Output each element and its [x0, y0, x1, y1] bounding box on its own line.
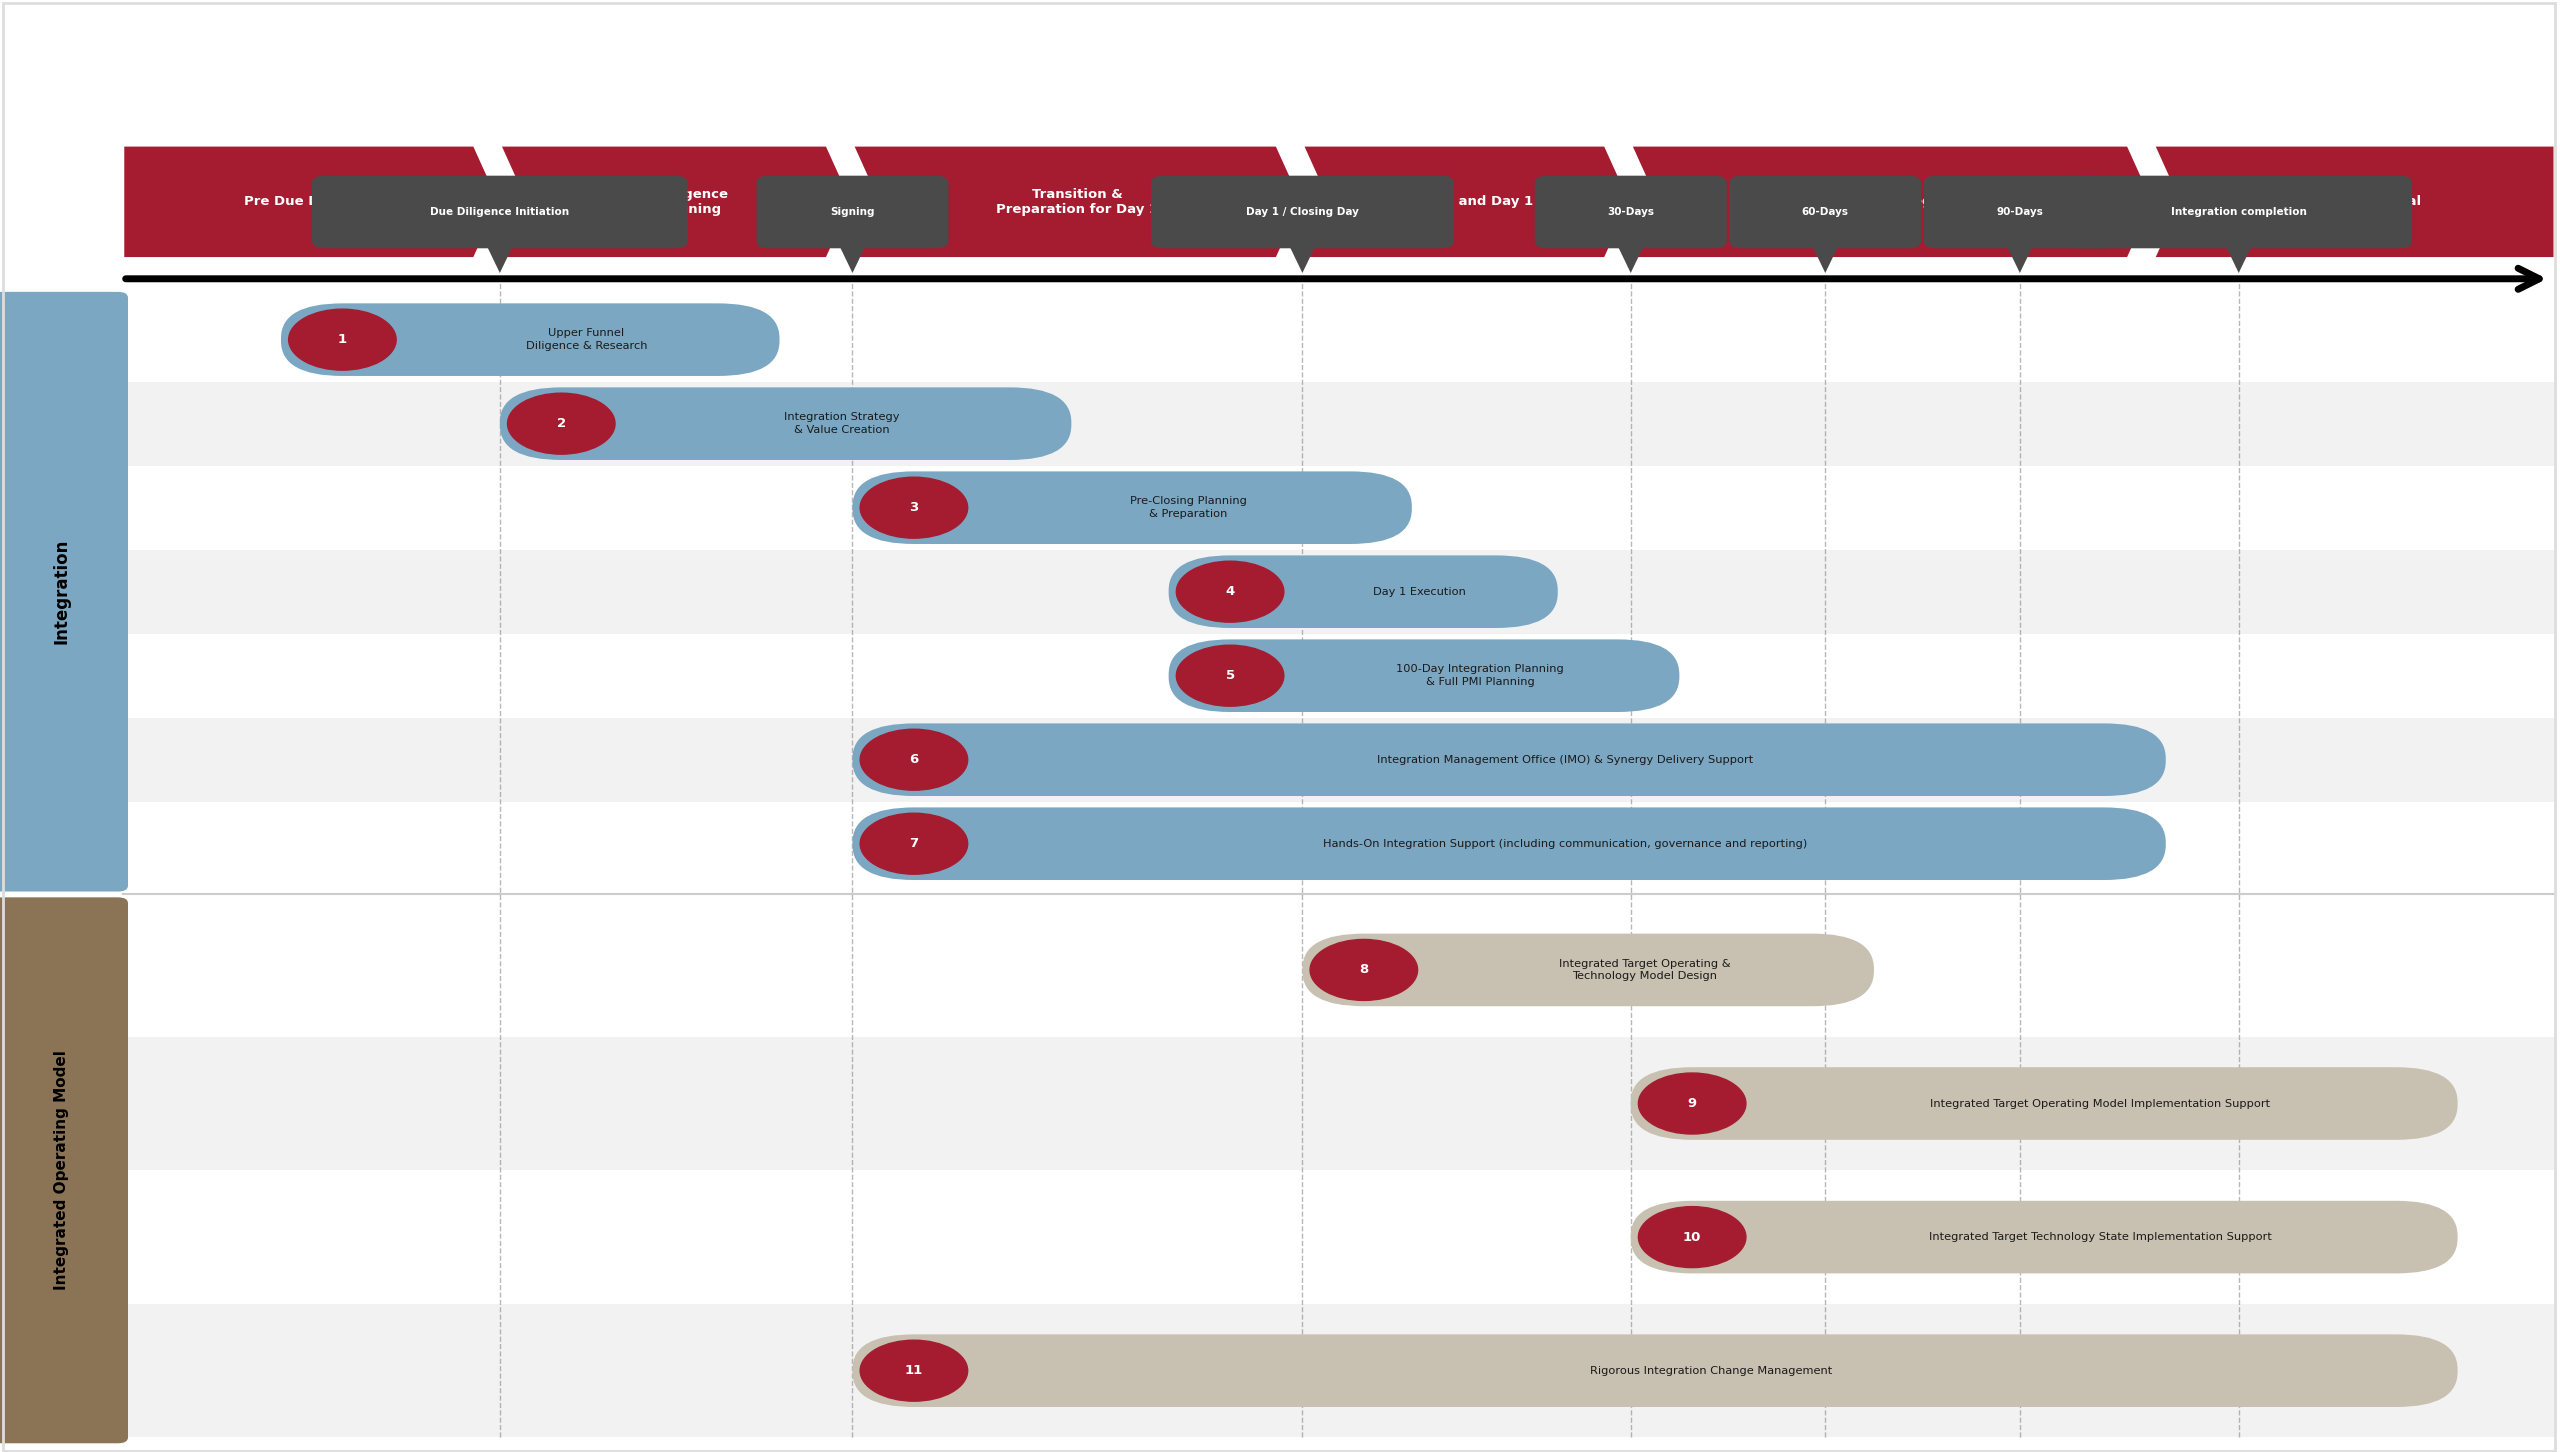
Circle shape: [1638, 1207, 1746, 1268]
FancyBboxPatch shape: [123, 298, 2555, 382]
Text: Due Diligence
and Signing: Due Diligence and Signing: [625, 187, 727, 216]
Text: Upper Funnel
Diligence & Research: Upper Funnel Diligence & Research: [525, 328, 648, 351]
FancyBboxPatch shape: [0, 292, 128, 892]
FancyBboxPatch shape: [852, 807, 2166, 880]
FancyBboxPatch shape: [123, 1304, 2555, 1437]
Text: Integration Strategy
& Value Creation: Integration Strategy & Value Creation: [783, 412, 899, 434]
Text: 90-Days: 90-Days: [1997, 208, 2043, 216]
Polygon shape: [1615, 241, 1646, 273]
FancyBboxPatch shape: [0, 897, 128, 1443]
Text: 7: 7: [909, 838, 919, 851]
Polygon shape: [1303, 145, 1631, 258]
FancyBboxPatch shape: [123, 550, 2555, 633]
Text: 3: 3: [909, 501, 919, 514]
Text: Day 1 / Closing Day: Day 1 / Closing Day: [1247, 208, 1359, 216]
FancyBboxPatch shape: [123, 1037, 2555, 1170]
Circle shape: [860, 478, 968, 539]
Text: 60-Days: 60-Days: [1802, 208, 1848, 216]
Text: 5: 5: [1226, 669, 1234, 682]
Polygon shape: [499, 145, 852, 258]
FancyBboxPatch shape: [852, 1334, 2458, 1407]
Text: Rigorous Integration Change Management: Rigorous Integration Change Management: [1590, 1366, 1833, 1375]
FancyBboxPatch shape: [123, 1170, 2555, 1304]
FancyBboxPatch shape: [123, 717, 2555, 802]
Text: 9: 9: [1687, 1098, 1697, 1109]
Text: Pre-Closing Planning
& Preparation: Pre-Closing Planning & Preparation: [1129, 497, 1247, 518]
FancyBboxPatch shape: [758, 176, 950, 248]
FancyBboxPatch shape: [852, 723, 2166, 796]
Polygon shape: [2153, 145, 2555, 258]
Circle shape: [1178, 645, 1283, 706]
Text: 30-Days: 30-Days: [1608, 208, 1654, 216]
Text: 8: 8: [1359, 964, 1370, 976]
Polygon shape: [837, 241, 868, 273]
Text: Integration Management Office (IMO) & Synergy Delivery Support: Integration Management Office (IMO) & Sy…: [1377, 755, 1754, 765]
FancyBboxPatch shape: [123, 382, 2555, 466]
Text: 4: 4: [1226, 585, 1234, 598]
Text: Integration completion: Integration completion: [2171, 208, 2307, 216]
Circle shape: [1311, 939, 1418, 1000]
FancyBboxPatch shape: [1731, 176, 1920, 248]
FancyBboxPatch shape: [1631, 1201, 2458, 1273]
Text: Hands-On Integration Support (including communication, governance and reporting): Hands-On Integration Support (including …: [1324, 839, 1807, 849]
Polygon shape: [2004, 241, 2035, 273]
Text: 2: 2: [556, 417, 566, 430]
Text: Integrated Operating Model: Integrated Operating Model: [54, 1050, 69, 1291]
Text: Transition &
Preparation for Day 1: Transition & Preparation for Day 1: [996, 187, 1160, 216]
FancyBboxPatch shape: [2066, 176, 2412, 248]
Circle shape: [860, 729, 968, 790]
Circle shape: [1638, 1073, 1746, 1134]
FancyBboxPatch shape: [123, 633, 2555, 717]
FancyBboxPatch shape: [1536, 176, 1728, 248]
FancyBboxPatch shape: [123, 903, 2555, 1037]
FancyBboxPatch shape: [1167, 555, 1559, 627]
FancyBboxPatch shape: [1631, 1067, 2458, 1140]
Text: 1: 1: [338, 333, 348, 346]
Circle shape: [860, 813, 968, 874]
FancyBboxPatch shape: [1303, 934, 1874, 1006]
FancyBboxPatch shape: [1152, 176, 1454, 248]
Text: Day 1 Execution: Day 1 Execution: [1372, 587, 1467, 597]
Text: Post Day 1 Integration: Post Day 1 Integration: [1807, 196, 1976, 208]
Text: Business-as-Usual: Business-as-Usual: [2286, 196, 2422, 208]
Polygon shape: [123, 145, 499, 258]
Polygon shape: [2222, 241, 2255, 273]
Polygon shape: [1810, 241, 1841, 273]
Text: 11: 11: [904, 1365, 924, 1376]
FancyBboxPatch shape: [1925, 176, 2117, 248]
Text: Integrated Target Operating Model Implementation Support: Integrated Target Operating Model Implem…: [1930, 1099, 2271, 1108]
Text: Integration: Integration: [51, 539, 72, 645]
Polygon shape: [1288, 241, 1318, 273]
FancyBboxPatch shape: [499, 388, 1070, 460]
Polygon shape: [852, 145, 1303, 258]
Circle shape: [289, 309, 397, 370]
Text: Integrated Target Operating &
Technology Model Design: Integrated Target Operating & Technology…: [1559, 958, 1731, 982]
FancyBboxPatch shape: [852, 472, 1413, 544]
FancyBboxPatch shape: [123, 802, 2555, 886]
Circle shape: [1178, 560, 1283, 621]
FancyBboxPatch shape: [312, 176, 689, 248]
Polygon shape: [484, 241, 515, 273]
Text: 6: 6: [909, 754, 919, 767]
Text: Due Diligence Initiation: Due Diligence Initiation: [430, 208, 568, 216]
Circle shape: [507, 393, 614, 454]
Text: Pre Due Diligence: Pre Due Diligence: [243, 196, 379, 208]
Text: 10: 10: [1682, 1231, 1702, 1243]
Text: 100-Day Integration Planning
& Full PMI Planning: 100-Day Integration Planning & Full PMI …: [1395, 665, 1564, 687]
Polygon shape: [1631, 145, 2153, 258]
Text: Signing: Signing: [829, 208, 876, 216]
FancyBboxPatch shape: [282, 303, 778, 376]
FancyBboxPatch shape: [123, 466, 2555, 550]
Text: Integrated Target Technology State Implementation Support: Integrated Target Technology State Imple…: [1930, 1233, 2271, 1241]
Text: Closing and Day 1: Closing and Day 1: [1400, 196, 1533, 208]
Circle shape: [860, 1340, 968, 1401]
FancyBboxPatch shape: [1167, 639, 1679, 711]
